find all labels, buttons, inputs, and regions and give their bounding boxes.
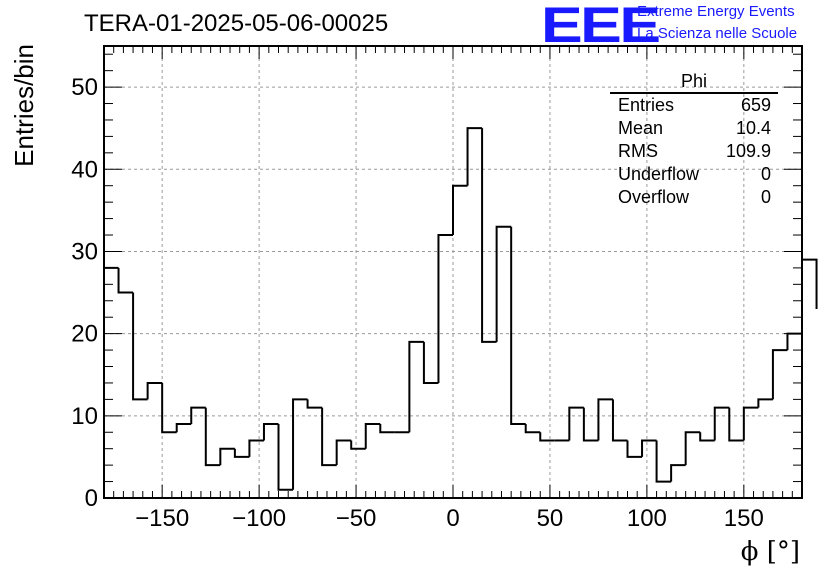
histogram-bin	[204, 407, 221, 467]
histogram-bin	[132, 292, 148, 401]
stats-value: 659	[740, 95, 771, 115]
histogram-bin	[524, 424, 541, 434]
x-tick-label: −150	[135, 505, 189, 532]
y-axis-label: Entries/bin	[9, 44, 39, 167]
x-tick-label: −50	[336, 505, 377, 532]
histogram-bin	[466, 127, 483, 186]
stats-value: 10.4	[735, 118, 771, 138]
histogram-bin	[161, 382, 177, 434]
histogram-bin	[495, 225, 512, 342]
eee-logo: EEE	[541, 0, 661, 53]
histogram-bin	[262, 423, 279, 441]
histogram-bin	[655, 440, 672, 483]
logo-line-2: La Scienza nelle Scuole	[637, 25, 798, 42]
histogram-bin	[219, 447, 235, 466]
stats-label: Entries	[618, 95, 675, 115]
histogram-bin	[437, 234, 453, 383]
y-tick-label: 20	[71, 321, 98, 348]
stats-label: Overflow	[618, 187, 690, 207]
histogram-bin	[350, 440, 366, 450]
histogram-bin	[786, 332, 802, 351]
stats-value: 0	[760, 187, 771, 207]
x-axis-label: ϕ [°]	[741, 537, 800, 567]
histogram-bin	[802, 258, 818, 309]
histogram-bin	[597, 398, 613, 441]
axes	[103, 45, 803, 499]
histogram-bin	[539, 432, 555, 442]
x-tick-label: 0	[446, 505, 459, 532]
histogram-bin	[321, 407, 337, 467]
stats-row-entries: Entries 659	[610, 94, 778, 117]
x-tick-label: 150	[724, 505, 764, 532]
stats-label: RMS	[618, 141, 658, 161]
stats-value: 109.9	[725, 141, 771, 161]
x-tick-label: 100	[627, 505, 667, 532]
y-tick-label: 10	[71, 403, 98, 430]
stats-row-overflow: Overflow 0	[610, 186, 778, 209]
y-tick-label: 0	[85, 485, 98, 512]
histogram-bin	[408, 340, 424, 433]
histogram-bin	[481, 128, 497, 343]
histogram-bin	[277, 424, 294, 491]
grid-lines	[104, 46, 802, 498]
stats-label: Mean	[618, 118, 664, 138]
y-tick-label: 30	[71, 238, 98, 265]
stats-label: Underflow	[618, 164, 700, 184]
histogram-bin	[379, 424, 395, 434]
histogram-bin	[684, 431, 701, 466]
histogram-bin	[422, 341, 439, 384]
stats-row-underflow: Underflow 0	[610, 163, 778, 186]
histogram-bin	[699, 432, 715, 442]
logo-line-1: Extreme Energy Events	[637, 3, 795, 20]
histogram-bin	[771, 349, 788, 400]
chart-title: TERA-01-2025-05-06-00025	[84, 10, 389, 37]
histogram-bin	[582, 407, 599, 442]
axis-labels: −150 −100 −50 0 50 100 150 0 10 20 30 40 50 ϕ [°] Entr…	[9, 44, 800, 567]
histogram-bin	[175, 423, 192, 433]
histogram-bin	[248, 439, 264, 457]
histogram-bin	[757, 398, 773, 408]
histogram-bin	[713, 406, 730, 441]
histogram-bin	[335, 439, 352, 466]
histogram-bin	[611, 399, 628, 442]
histogram-bin	[626, 440, 643, 458]
histogram-bin	[728, 407, 744, 442]
stats-row-mean: Mean 10.4	[610, 117, 778, 140]
histogram-bin	[568, 406, 584, 441]
y-tick-label: 50	[71, 74, 98, 101]
stats-title: Phi	[610, 70, 778, 94]
x-tick-label: 50	[537, 505, 564, 532]
histogram-bin	[190, 406, 206, 425]
histogram-bin	[742, 406, 759, 441]
stats-row-rms: RMS 109.9	[610, 140, 778, 163]
histogram-bin	[117, 267, 134, 294]
histogram-bin	[510, 226, 526, 426]
x-tick-label: −100	[232, 505, 286, 532]
histogram-bin	[670, 464, 686, 482]
histogram-bin	[364, 423, 381, 449]
histogram-bin	[306, 399, 323, 409]
histogram-bin	[146, 381, 163, 400]
histogram-bin	[452, 184, 468, 236]
y-tick-label: 40	[71, 156, 98, 183]
histogram-bin	[233, 448, 250, 458]
histogram-bin	[641, 439, 657, 457]
stats-value: 0	[760, 164, 771, 184]
stats-box: Phi Entries 659 Mean 10.4 RMS 109.9 Unde…	[610, 70, 778, 209]
histogram-bin	[292, 398, 308, 490]
